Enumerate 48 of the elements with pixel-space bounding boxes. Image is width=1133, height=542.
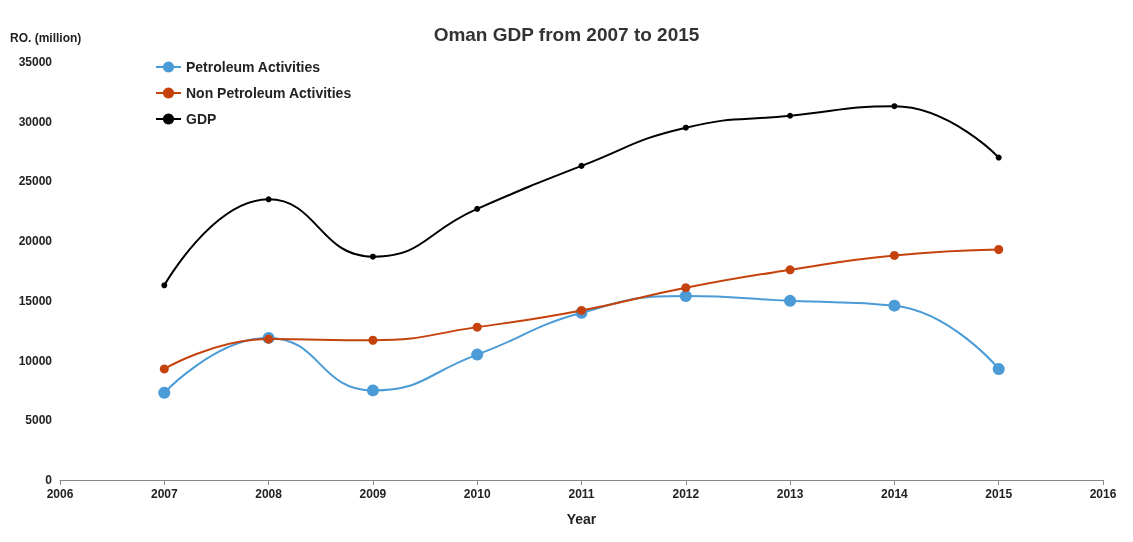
legend-label: Non Petroleum Activities: [186, 85, 352, 101]
y-axis-title: RO. (million): [10, 31, 82, 45]
y-tick-label: 15000: [18, 293, 53, 308]
x-tick-label: 2006: [46, 487, 74, 501]
x-tick-label: 2009: [359, 487, 387, 501]
point: [888, 299, 901, 312]
x-tick-label: 2014: [881, 487, 909, 501]
point: [471, 348, 484, 361]
y-tick-label: 30000: [18, 114, 53, 129]
point: [787, 112, 794, 119]
x-axis-title: Year: [566, 511, 597, 527]
y-tick-label: 5000: [25, 413, 53, 428]
y-tick-label: 0: [45, 473, 53, 487]
x-tick-label: 2007: [150, 487, 178, 501]
y-tick-label: 35000: [18, 55, 53, 69]
point: [158, 386, 171, 399]
point: [369, 253, 376, 260]
point: [682, 124, 689, 131]
point: [265, 196, 272, 203]
x-tick-label: 2015: [985, 487, 1013, 501]
x-tick-label: 2016: [1089, 487, 1117, 501]
chart-title: Oman GDP from 2007 to 2015: [433, 24, 700, 45]
point: [474, 205, 481, 212]
x-tick-label: 2013: [776, 487, 804, 501]
point: [681, 283, 691, 293]
y-tick-label: 25000: [18, 174, 53, 189]
point: [366, 384, 379, 397]
point: [891, 103, 898, 110]
point: [161, 282, 168, 289]
point: [889, 250, 899, 260]
point: [784, 294, 797, 307]
point: [159, 364, 169, 374]
y-tick-label: 10000: [18, 353, 53, 368]
point: [368, 335, 378, 345]
x-tick-label: 2012: [672, 487, 700, 501]
point: [577, 305, 586, 315]
legend-label: Petroleum Activities: [186, 59, 321, 75]
legend-label: GDP: [186, 111, 217, 127]
x-tick-label: 2011: [568, 487, 595, 501]
x-tick-label: 2008: [255, 487, 283, 501]
point: [994, 245, 1004, 254]
point: [679, 290, 692, 303]
x-tick-label: 2010: [463, 487, 491, 501]
y-tick-label: 20000: [18, 234, 53, 249]
point: [785, 265, 795, 275]
point: [992, 362, 1005, 375]
point: [578, 162, 585, 169]
point: [472, 322, 482, 332]
